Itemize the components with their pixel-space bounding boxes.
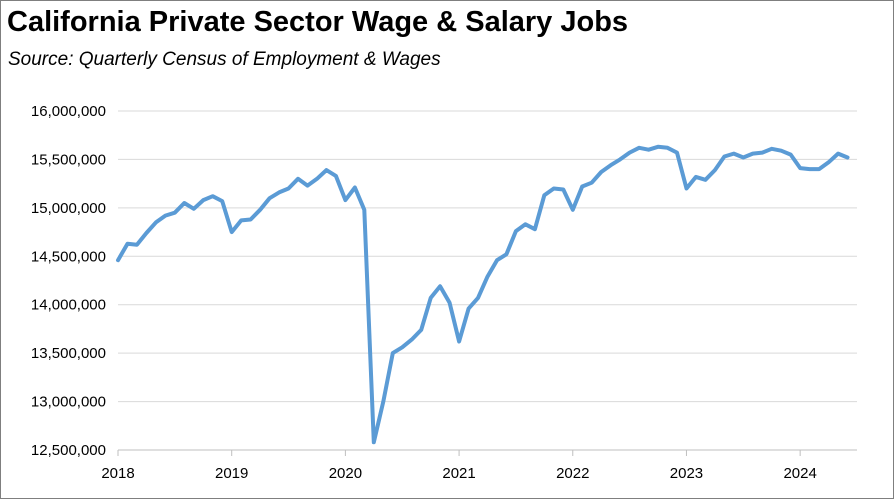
x-tick-label: 2024 xyxy=(783,465,816,482)
y-tick-label: 15,000,000 xyxy=(31,200,106,217)
chart-title: California Private Sector Wage & Salary … xyxy=(7,6,629,38)
series-line xyxy=(116,144,850,445)
x-tick-label: 2018 xyxy=(101,465,134,482)
y-tick-label: 13,000,000 xyxy=(31,394,106,411)
y-tick-label: 15,500,000 xyxy=(31,151,106,168)
x-axis xyxy=(117,449,857,456)
y-tick-label: 14,500,000 xyxy=(31,248,106,265)
chart-subtitle: Source: Quarterly Census of Employment &… xyxy=(8,49,441,70)
gridlines xyxy=(118,110,857,403)
x-tick-label: 2021 xyxy=(442,465,475,482)
x-tick-label: 2022 xyxy=(556,465,589,482)
x-tick-label: 2019 xyxy=(215,465,248,482)
y-axis-tick-labels: 12,500,000 13,000,000 13,500,000 14,000,000… xyxy=(31,103,106,459)
y-tick-label: 14,000,000 xyxy=(31,297,106,314)
y-tick-label: 16,000,000 xyxy=(31,103,106,120)
x-axis-tick-labels: 2018 2019 2020 2021 2022 2023 2024 xyxy=(101,465,817,482)
y-tick-label: 13,500,000 xyxy=(31,345,106,362)
y-tick-label: 12,500,000 xyxy=(31,442,106,459)
x-tick-label: 2020 xyxy=(329,465,362,482)
series-group xyxy=(116,144,850,445)
x-tick-label: 2023 xyxy=(670,465,703,482)
